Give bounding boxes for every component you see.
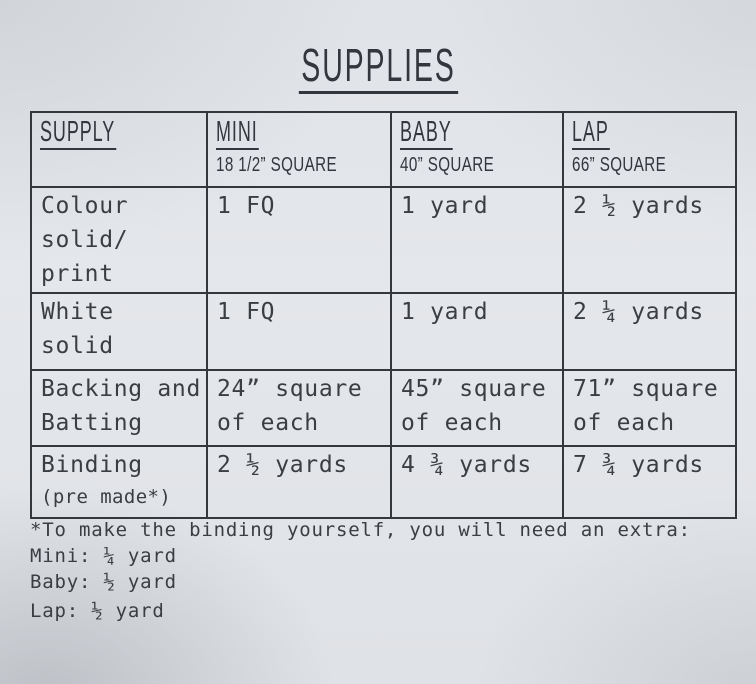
- baby-value-cell: 1 yard: [390, 186, 564, 294]
- column-header-baby: BABY 40” SQUARE: [390, 111, 564, 188]
- column-header-mini: MINI 18 1/2” SQUARE: [206, 111, 392, 188]
- supply-cell: Colour solid/ print: [30, 186, 208, 294]
- supply-label: White solid: [41, 299, 114, 359]
- baby-value: 45” square of each: [401, 376, 547, 436]
- footnote-lap: Lap: ½ yard: [30, 600, 165, 622]
- mini-value-cell: 2 ½ yards: [206, 445, 392, 519]
- column-header-supply: SUPPLY: [30, 111, 208, 188]
- column-header-baby-size: 40” SQUARE: [400, 154, 495, 176]
- supply-label: Backing and Batting: [41, 376, 202, 436]
- supply-label: Colour solid/ print: [41, 193, 129, 287]
- column-header-lap-label: LAP: [572, 116, 611, 150]
- mini-value-cell: 24” square of each: [206, 369, 392, 447]
- lap-value-cell: 2 ¼ yards: [562, 292, 737, 371]
- column-header-mini-size: 18 1/2” SQUARE: [216, 154, 338, 176]
- table-row-colour-solid-print: Colour solid/ print 1 FQ 1 yard 2 ½ yard…: [30, 186, 737, 294]
- lap-value: 71” square of each: [573, 376, 719, 436]
- supply-cell: Backing and Batting: [30, 369, 208, 447]
- lap-value: 2 ½ yards: [573, 193, 704, 219]
- column-header-baby-label: BABY: [400, 116, 453, 150]
- supply-cell: Binding (pre made*): [30, 445, 208, 519]
- mini-value: 1 FQ: [217, 299, 276, 325]
- lap-value-cell: 7 ¾ yards: [562, 445, 737, 519]
- page-title: SUPPLIES: [0, 42, 756, 94]
- baby-value-cell: 1 yard: [390, 292, 564, 371]
- column-header-lap: LAP 66” SQUARE: [562, 111, 737, 188]
- supply-cell: White solid: [30, 292, 208, 371]
- table-row-white-solid: White solid 1 FQ 1 yard 2 ¼ yards: [30, 292, 737, 371]
- mini-value: 24” square of each: [217, 376, 363, 436]
- footnote-intro: *To make the binding yourself, you will …: [30, 519, 691, 541]
- table-row-binding: Binding (pre made*) 2 ½ yards 4 ¾ yards …: [30, 445, 737, 519]
- column-header-mini-label: MINI: [216, 116, 259, 150]
- mini-value: 2 ½ yards: [217, 452, 348, 478]
- lap-value: 7 ¾ yards: [573, 452, 704, 478]
- footnote-baby: Baby: ½ yard: [30, 571, 177, 593]
- binding-footnote: *To make the binding yourself, you will …: [30, 517, 691, 624]
- mini-value-cell: 1 FQ: [206, 186, 392, 294]
- supplies-table: SUPPLY MINI 18 1/2” SQUARE BABY 40” SQUA…: [30, 111, 737, 519]
- lap-value-cell: 2 ½ yards: [562, 186, 737, 294]
- lap-value: 2 ¼ yards: [573, 299, 704, 325]
- baby-value: 4 ¾ yards: [401, 452, 532, 478]
- column-header-supply-label: SUPPLY: [40, 116, 117, 150]
- page-title-text: SUPPLIES: [298, 42, 458, 94]
- column-header-lap-size: 66” SQUARE: [572, 154, 667, 176]
- supply-label: Binding: [41, 452, 143, 478]
- baby-value-cell: 45” square of each: [390, 369, 564, 447]
- baby-value: 1 yard: [401, 299, 489, 325]
- footnote-mini: Mini: ¼ yard: [30, 545, 177, 567]
- baby-value-cell: 4 ¾ yards: [390, 445, 564, 519]
- supply-label-note: (pre made*): [41, 486, 172, 508]
- lap-value-cell: 71” square of each: [562, 369, 737, 447]
- baby-value: 1 yard: [401, 193, 489, 219]
- table-header-row: SUPPLY MINI 18 1/2” SQUARE BABY 40” SQUA…: [30, 111, 737, 188]
- mini-value: 1 FQ: [217, 193, 276, 219]
- table-row-backing-batting: Backing and Batting 24” square of each 4…: [30, 369, 737, 447]
- mini-value-cell: 1 FQ: [206, 292, 392, 371]
